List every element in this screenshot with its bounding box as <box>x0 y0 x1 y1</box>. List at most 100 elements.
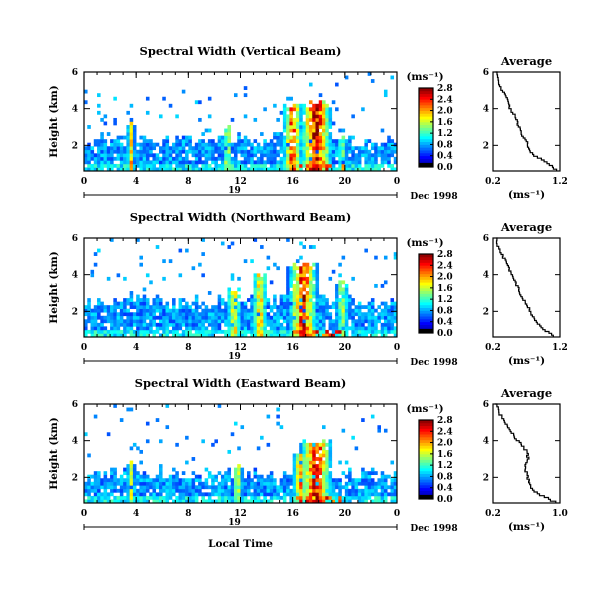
heatmap-cell <box>286 117 290 122</box>
heatmap-cell <box>374 315 378 320</box>
heatmap-cell <box>181 149 186 154</box>
heatmap-cell <box>393 481 398 486</box>
heatmap-cell <box>292 453 297 458</box>
heatmap-cell <box>243 492 248 497</box>
heatmap-cell <box>292 283 297 288</box>
heatmap-cell <box>302 135 307 140</box>
colorbar-swatch <box>419 135 433 140</box>
colorbar-tick-label: 0.4 <box>437 152 453 162</box>
heatmap-cell <box>387 322 391 327</box>
heatmap-cell <box>344 291 349 295</box>
heatmap-cell <box>370 319 375 324</box>
heatmap-cell <box>224 488 228 493</box>
heatmap-cell <box>158 464 163 468</box>
heatmap-cell <box>260 333 264 338</box>
heatmap-cell <box>126 315 130 320</box>
heatmap-cell <box>315 474 320 479</box>
heatmap-cell <box>374 308 378 313</box>
heatmap-cell <box>175 139 179 144</box>
colorbar-swatch <box>419 321 433 325</box>
heatmap-cell <box>390 495 395 500</box>
heatmap-cell <box>132 474 137 479</box>
heatmap-cell <box>380 326 385 331</box>
heatmap-cell <box>390 488 395 493</box>
heatmap-cell <box>286 283 290 288</box>
heatmap-cell <box>383 315 388 320</box>
heatmap-cell <box>175 319 179 324</box>
heatmap-cell <box>142 485 147 490</box>
heatmap-cell <box>312 329 316 334</box>
heatmap-cell <box>299 481 303 486</box>
heatmap-cell <box>269 495 274 500</box>
average-y-tick-label: 4 <box>483 437 489 447</box>
heatmap-cell <box>377 319 381 324</box>
heatmap-cell <box>322 464 326 468</box>
x-tick-label: 12 <box>234 177 247 187</box>
heatmap-cell <box>305 319 310 324</box>
heatmap-cell <box>113 329 117 334</box>
colorbar-swatch <box>419 484 433 489</box>
heatmap-cell <box>84 481 88 486</box>
heatmap-cell <box>383 301 388 306</box>
heatmap-cell <box>158 495 163 500</box>
heatmap-cell <box>116 481 121 486</box>
heatmap-cell <box>191 149 196 154</box>
heatmap-cell <box>152 308 157 313</box>
heatmap-cell <box>87 315 91 320</box>
heatmap-cell <box>328 457 333 461</box>
heatmap-cell <box>126 326 130 331</box>
heatmap-cell <box>348 142 352 147</box>
heatmap-cell <box>302 319 307 324</box>
heatmap-cell <box>113 315 117 320</box>
colorbar-tick-label: 1.6 <box>437 284 453 294</box>
heatmap-cell <box>194 474 199 479</box>
heatmap-cell <box>305 478 310 483</box>
heatmap-cell <box>256 481 261 486</box>
average-frame <box>492 71 561 172</box>
heatmap-cell <box>292 291 297 295</box>
heatmap-cell <box>188 135 192 140</box>
heatmap-cell <box>269 149 274 154</box>
heatmap-cell <box>256 287 261 292</box>
heatmap-cell <box>302 446 307 451</box>
heatmap-cell <box>344 315 349 320</box>
heatmap-cell <box>305 160 310 165</box>
heatmap-cell <box>364 481 368 486</box>
heatmap-cell <box>390 478 395 483</box>
heatmap-cell <box>129 298 134 302</box>
heatmap-cell <box>295 488 300 493</box>
heatmap-cell <box>119 135 124 140</box>
heatmap-cell <box>357 329 362 334</box>
colorbar-swatch <box>419 434 433 438</box>
heatmap-cell <box>312 110 316 115</box>
heatmap-cell <box>367 160 372 165</box>
heatmap-cell <box>305 315 310 320</box>
heatmap-cell <box>354 478 359 483</box>
heatmap-cell <box>181 329 186 334</box>
heatmap-cell <box>322 474 326 479</box>
heatmap-cell <box>136 153 140 158</box>
heatmap-cell <box>276 117 280 122</box>
heatmap-cell <box>305 283 310 288</box>
heatmap-cell <box>162 481 166 486</box>
heatmap-cell <box>211 485 215 490</box>
heatmap-cell <box>116 301 121 306</box>
heatmap-cell <box>93 153 98 158</box>
heatmap-cell <box>305 499 310 504</box>
heatmap-cell <box>322 139 326 144</box>
heatmap-cell <box>292 326 297 331</box>
heatmap-cell <box>312 135 316 140</box>
heatmap-cell <box>295 322 300 327</box>
heatmap-cell <box>308 495 313 500</box>
heatmap-cell <box>344 322 349 327</box>
heatmap-cell <box>188 142 192 147</box>
average-profile-line <box>494 403 557 503</box>
heatmap-cell <box>383 488 388 493</box>
heatmap-cell <box>338 163 342 168</box>
y-tick-label: 2 <box>72 473 78 483</box>
heatmap-cell <box>198 262 202 267</box>
heatmap-cell <box>194 163 199 168</box>
heatmap-cell <box>116 149 121 154</box>
heatmap-cell <box>344 333 349 338</box>
heatmap-cell <box>286 121 290 126</box>
